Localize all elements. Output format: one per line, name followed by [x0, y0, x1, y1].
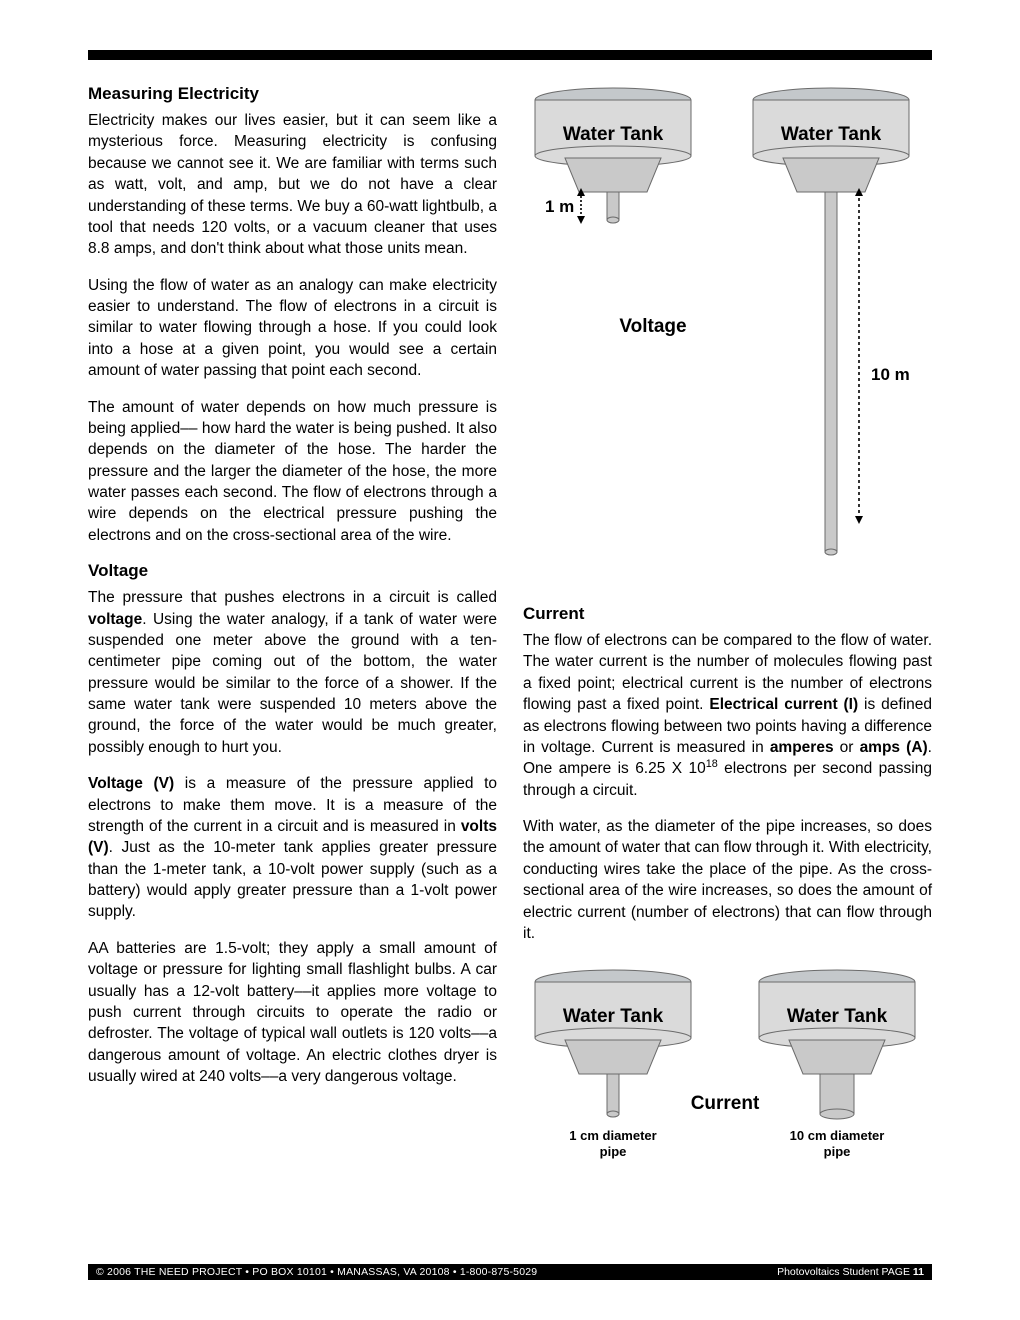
- footer-page-number: 11: [913, 1266, 924, 1278]
- text: The pressure that pushes electrons in a …: [88, 589, 497, 606]
- footer-doc-title: Photovoltaics Student PAGE: [777, 1266, 913, 1278]
- heading-current: Current: [523, 604, 932, 624]
- para-voltage-2: Voltage (V) is a measure of the pressure…: [88, 773, 497, 923]
- label-big-pipe: 10 cm diameter: [790, 1128, 885, 1143]
- para-current-2: With water, as the diameter of the pipe …: [523, 816, 932, 944]
- tank-label: Water Tank: [787, 1006, 888, 1027]
- term-voltage: voltage: [88, 611, 142, 628]
- label-small-pipe: 1 cm diameter: [569, 1128, 656, 1143]
- left-column: Measuring Electricity Electricity makes …: [88, 80, 497, 1250]
- para-intro-3: The amount of water depends on how much …: [88, 397, 497, 547]
- term-voltage-v: Voltage (V): [88, 775, 174, 792]
- diagram-voltage: Water Tank 1 m Water Tank: [523, 80, 932, 600]
- exponent: 18: [706, 758, 718, 770]
- diagram-current: Water Tank 1 cm diameter pipe Water Tank…: [523, 964, 932, 1194]
- tank-label: Water Tank: [781, 124, 882, 145]
- term-amperes: amperes: [770, 739, 834, 756]
- voltage-svg: Water Tank 1 m Water Tank: [523, 80, 932, 600]
- label-10m: 10 m: [871, 365, 910, 384]
- tank-label: Water Tank: [563, 124, 664, 145]
- text: . Using the water analogy, if a tank of …: [88, 611, 497, 756]
- label-voltage: Voltage: [619, 316, 686, 337]
- term-amps: amps (A): [860, 739, 928, 756]
- para-current-1: The flow of electrons can be compared to…: [523, 630, 932, 801]
- text: or: [834, 739, 860, 756]
- label-current: Current: [691, 1093, 760, 1114]
- tank-label: Water Tank: [563, 1006, 664, 1027]
- label-small-pipe2: pipe: [600, 1144, 627, 1159]
- term-electrical-current: Electrical current (I): [709, 696, 858, 713]
- content-area: Measuring Electricity Electricity makes …: [88, 80, 932, 1250]
- text: . Just as the 10-meter tank applies grea…: [88, 839, 497, 920]
- top-rule: [88, 50, 932, 60]
- label-big-pipe2: pipe: [824, 1144, 851, 1159]
- footer-bar: © 2006 THE NEED PROJECT • PO BOX 10101 •…: [88, 1264, 932, 1280]
- right-column: Water Tank 1 m Water Tank: [523, 80, 932, 1250]
- para-intro-1: Electricity makes our lives easier, but …: [88, 110, 497, 260]
- footer-page: Photovoltaics Student PAGE 11: [777, 1266, 924, 1278]
- current-svg: Water Tank 1 cm diameter pipe Water Tank…: [523, 964, 932, 1194]
- footer-copyright: © 2006 THE NEED PROJECT • PO BOX 10101 •…: [96, 1266, 537, 1278]
- para-voltage-3: AA batteries are 1.5-volt; they apply a …: [88, 938, 497, 1088]
- para-intro-2: Using the flow of water as an analogy ca…: [88, 275, 497, 382]
- heading-measuring: Measuring Electricity: [88, 84, 497, 104]
- para-voltage-1: The pressure that pushes electrons in a …: [88, 587, 497, 758]
- label-1m: 1 m: [545, 197, 574, 216]
- heading-voltage: Voltage: [88, 561, 497, 581]
